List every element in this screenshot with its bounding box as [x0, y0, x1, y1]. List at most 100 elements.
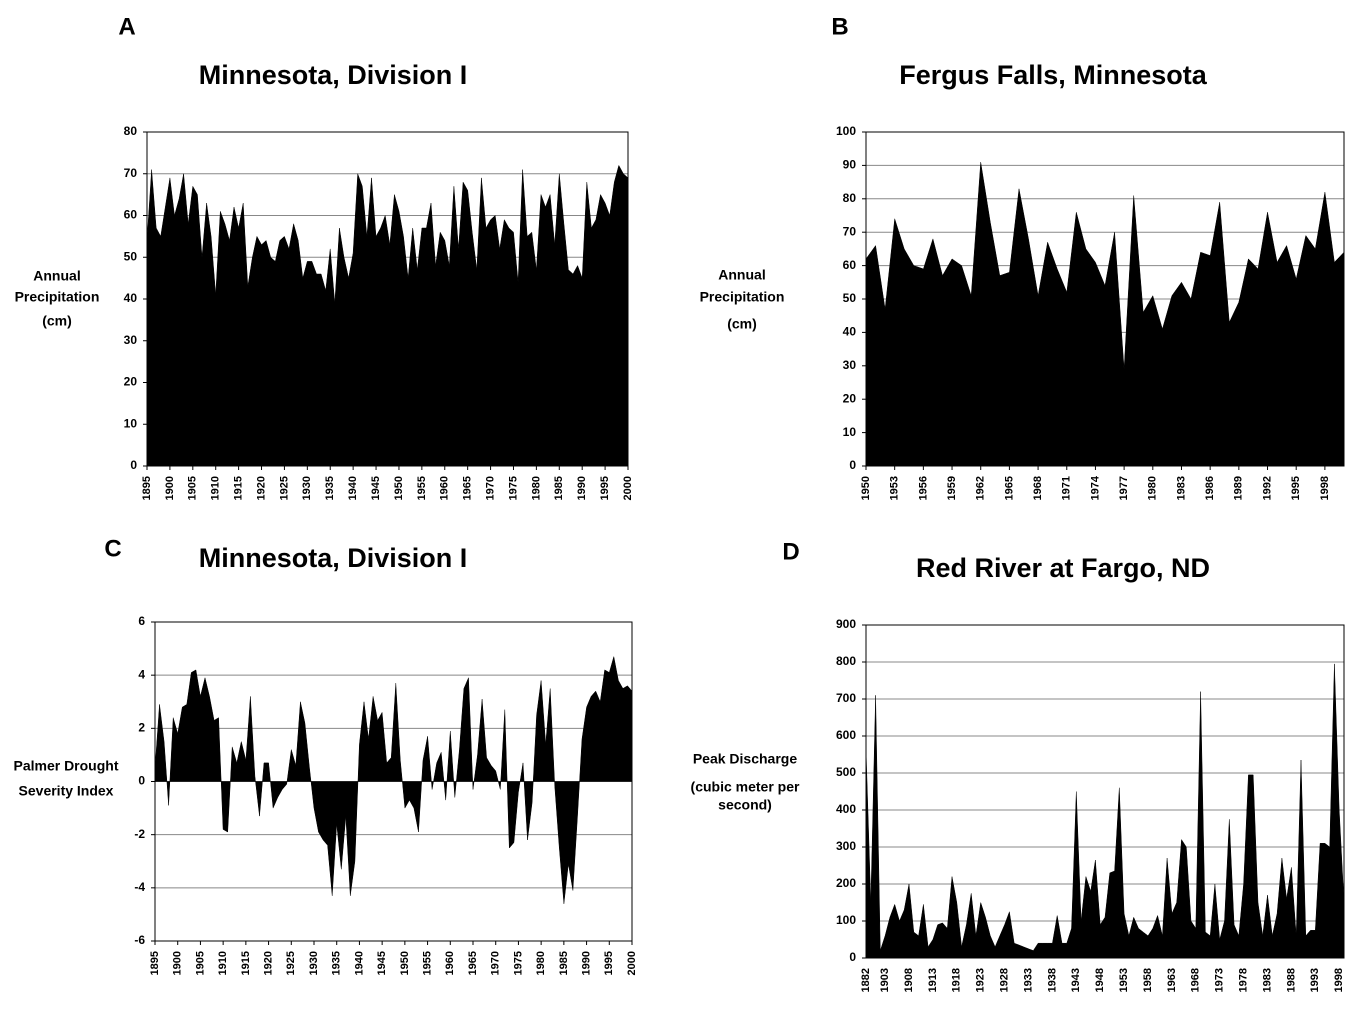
y-axis-label: (cm)	[727, 316, 757, 332]
x-tick-label: 1959	[946, 476, 958, 500]
y-tick-label: 80	[843, 191, 857, 205]
y-tick-label: 100	[836, 913, 856, 927]
y-tick-label: 90	[843, 158, 857, 172]
x-tick-label: 1925	[285, 951, 297, 975]
x-tick-label: 1913	[927, 968, 939, 992]
x-tick-label: 1989	[1233, 476, 1245, 500]
x-tick-label: 1955	[421, 951, 433, 975]
plot-frame	[154, 621, 633, 942]
x-tick-label: 1963	[1166, 968, 1178, 992]
x-tick-label: 1940	[347, 476, 359, 500]
x-tick-label: 1986	[1204, 476, 1216, 500]
x-tick-label: 1950	[393, 476, 405, 500]
x-tick-label: 1918	[951, 968, 963, 992]
x-tick-label: 1988	[1285, 968, 1297, 992]
y-tick-label: 50	[124, 249, 138, 263]
x-tick-label: 1995	[599, 476, 611, 500]
x-tick-label: 1978	[1238, 968, 1250, 992]
x-tick-label: 1955	[416, 476, 428, 500]
y-tick-label: 0	[138, 774, 145, 788]
x-tick-label: 1950	[399, 951, 411, 975]
y-tick-label: 2	[138, 721, 145, 735]
x-tick-label: 1895	[149, 951, 161, 975]
x-tick-label: 1895	[141, 476, 153, 500]
x-tick-label: 1960	[439, 476, 451, 500]
x-tick-label: 1930	[308, 951, 320, 975]
y-tick-label: 200	[836, 876, 856, 890]
x-tick-label: 1945	[376, 951, 388, 975]
y-axis-label: Precipitation	[15, 289, 100, 305]
y-tick-label: 10	[124, 416, 138, 430]
y-tick-label: 900	[836, 617, 856, 631]
y-tick-label: 100	[836, 124, 856, 138]
y-tick-label: 700	[836, 691, 856, 705]
x-tick-label: 1903	[879, 968, 891, 992]
y-axis-label: Peak Discharge	[693, 751, 797, 767]
y-axis-label: (cubic meter per	[691, 779, 800, 795]
y-axis-label: Severity Index	[19, 783, 114, 799]
x-tick-label: 1915	[240, 951, 252, 975]
x-tick-label: 1908	[903, 968, 915, 992]
y-tick-label: 0	[849, 950, 856, 964]
y-tick-label: 4	[138, 667, 145, 681]
x-tick-label: 1985	[558, 951, 570, 975]
y-tick-label: 500	[836, 765, 856, 779]
area	[865, 663, 1345, 959]
x-tick-label: 1998	[1333, 968, 1345, 992]
y-tick-label: 400	[836, 802, 856, 816]
y-tick-label: 30	[124, 333, 138, 347]
y-tick-label: 60	[843, 258, 857, 272]
plot-frame	[146, 131, 629, 467]
y-tick-label: 600	[836, 728, 856, 742]
x-tick-label: 1958	[1142, 968, 1154, 992]
x-tick-label: 1980	[1147, 476, 1159, 500]
x-tick-label: 1910	[210, 476, 222, 500]
y-tick-label: 20	[124, 375, 138, 389]
x-tick-label: 1970	[490, 951, 502, 975]
y-tick-label: 6	[138, 614, 145, 628]
chart-title: Minnesota, Division I	[199, 543, 468, 573]
area	[154, 656, 633, 904]
x-tick-label: 1940	[353, 951, 365, 975]
x-tick-label: 1993	[1309, 968, 1321, 992]
x-tick-label: 1995	[1290, 476, 1302, 500]
x-tick-label: 1975	[507, 476, 519, 500]
y-tick-label: 70	[124, 166, 138, 180]
y-axis-label: Annual	[718, 267, 765, 283]
x-tick-label: 1905	[194, 951, 206, 975]
x-tick-label: 1962	[975, 476, 987, 500]
y-tick-label: 30	[843, 358, 857, 372]
x-tick-label: 1965	[462, 476, 474, 500]
x-tick-label: 1938	[1046, 968, 1058, 992]
x-tick-label: 1985	[553, 476, 565, 500]
x-tick-label: 1973	[1214, 968, 1226, 992]
x-tick-label: 1965	[1003, 476, 1015, 500]
y-tick-label: 300	[836, 839, 856, 853]
x-tick-label: 1900	[164, 476, 176, 500]
area	[865, 162, 1345, 467]
y-tick-label: 0	[849, 458, 856, 472]
x-tick-label: 1923	[975, 968, 987, 992]
x-tick-label: 1992	[1261, 476, 1273, 500]
y-axis-label: Annual	[33, 268, 80, 284]
x-tick-label: 1882	[860, 968, 872, 992]
x-tick-label: 1943	[1070, 968, 1082, 992]
y-axis-label: Precipitation	[700, 289, 785, 305]
y-tick-label: 0	[130, 458, 137, 472]
x-tick-label: 1953	[889, 476, 901, 500]
x-tick-label: 1965	[467, 951, 479, 975]
y-tick-label: 10	[843, 425, 857, 439]
x-tick-label: 1953	[1118, 968, 1130, 992]
x-tick-label: 1974	[1089, 475, 1101, 500]
x-tick-label: 1900	[172, 951, 184, 975]
x-tick-label: 1968	[1190, 968, 1202, 992]
x-tick-label: 1977	[1118, 476, 1130, 500]
x-tick-label: 1968	[1032, 476, 1044, 500]
y-tick-label: 80	[124, 124, 138, 138]
x-tick-label: 1950	[860, 476, 872, 500]
chart-title: Fergus Falls, Minnesota	[899, 60, 1208, 90]
y-tick-label: 40	[843, 325, 857, 339]
x-tick-label: 1983	[1261, 968, 1273, 992]
y-axis-label: (cm)	[42, 313, 72, 329]
